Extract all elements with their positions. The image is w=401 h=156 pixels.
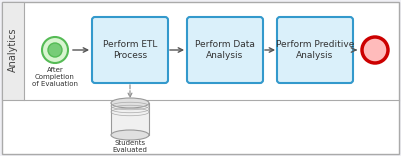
- FancyBboxPatch shape: [187, 17, 263, 83]
- Ellipse shape: [111, 130, 149, 140]
- Text: After
Completion
of Evaluation: After Completion of Evaluation: [32, 67, 78, 87]
- Ellipse shape: [111, 98, 149, 108]
- Text: Perform ETL
Process: Perform ETL Process: [103, 40, 157, 60]
- Text: Perform Preditive
Analysis: Perform Preditive Analysis: [276, 40, 354, 60]
- Circle shape: [362, 37, 388, 63]
- FancyBboxPatch shape: [277, 17, 353, 83]
- Bar: [2, 2, 24, 100]
- Bar: [111, 103, 149, 135]
- FancyBboxPatch shape: [92, 17, 168, 83]
- Text: Analytics: Analytics: [8, 28, 18, 72]
- Text: Perform Data
Analysis: Perform Data Analysis: [195, 40, 255, 60]
- Circle shape: [48, 43, 62, 57]
- Circle shape: [42, 37, 68, 63]
- Text: Students
Evaluated: Students Evaluated: [113, 140, 148, 153]
